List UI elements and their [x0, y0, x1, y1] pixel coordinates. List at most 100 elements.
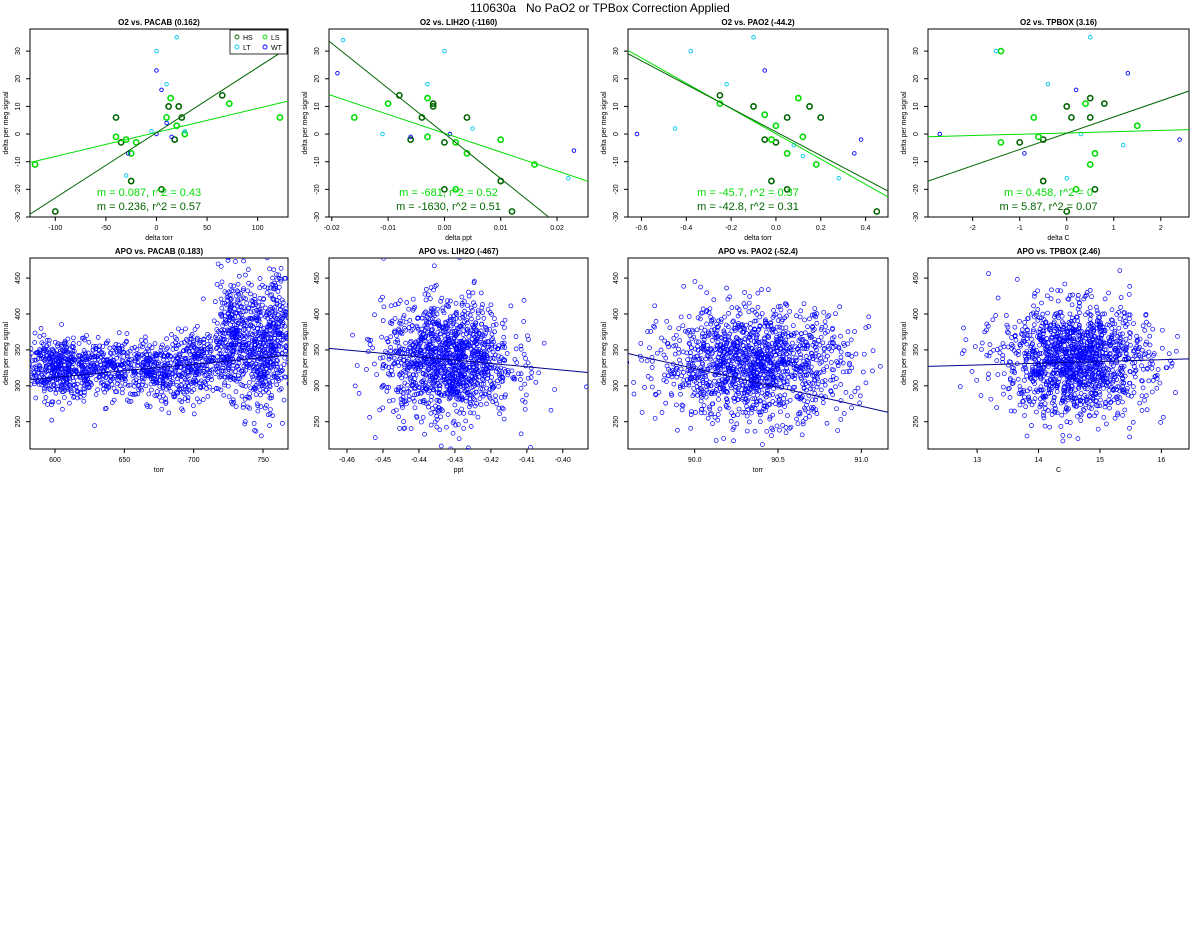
- data-point: [184, 338, 190, 344]
- data-point: [852, 389, 858, 394]
- y-tick-label: 250: [15, 416, 22, 428]
- data-point-LT: [174, 35, 179, 40]
- data-point: [433, 403, 438, 409]
- data-point: [465, 448, 470, 449]
- data-point: [226, 361, 232, 367]
- data-point: [222, 319, 228, 325]
- data-point: [82, 368, 87, 373]
- data-point: [438, 406, 444, 412]
- data-point: [454, 344, 460, 350]
- data-point-WT: [762, 68, 767, 73]
- data-point-WT: [1177, 137, 1182, 142]
- data-point: [286, 381, 288, 386]
- data-point: [210, 366, 216, 372]
- data-point: [451, 391, 457, 396]
- data-point-LT: [672, 126, 678, 131]
- data-point: [746, 300, 752, 306]
- data-point: [225, 328, 231, 334]
- data-point: [225, 258, 231, 263]
- data-point: [415, 368, 421, 374]
- data-point-WT: [335, 70, 340, 76]
- data-point: [32, 357, 38, 363]
- data-point: [257, 276, 263, 281]
- data-point: [806, 393, 812, 398]
- data-point: [441, 374, 446, 380]
- data-point: [377, 407, 383, 413]
- data-point: [48, 374, 53, 379]
- data-point-HS: [1091, 185, 1099, 193]
- data-point: [242, 356, 247, 361]
- data-point-LT: [470, 126, 475, 131]
- data-point: [784, 381, 790, 387]
- data-point: [217, 374, 222, 380]
- data-point: [235, 281, 241, 287]
- data-point: [798, 375, 804, 380]
- data-point: [251, 308, 257, 314]
- data-point: [204, 350, 210, 356]
- data-point: [117, 353, 123, 359]
- data-point: [418, 334, 424, 340]
- data-point: [380, 318, 386, 323]
- data-point: [464, 343, 470, 349]
- data-point: [446, 367, 452, 372]
- data-point: [230, 316, 236, 321]
- data-point: [739, 322, 744, 328]
- data-point: [69, 350, 74, 356]
- data-point: [523, 392, 529, 398]
- data-point-WT: [937, 131, 943, 137]
- x-tick-label: 0.2: [816, 225, 826, 232]
- data-point: [406, 394, 412, 400]
- data-point: [708, 345, 714, 351]
- data-point-LS: [812, 161, 820, 168]
- data-point: [491, 356, 497, 362]
- data-point: [423, 297, 429, 303]
- data-point: [226, 394, 232, 400]
- data-point: [125, 383, 131, 388]
- data-point: [693, 410, 698, 415]
- data-point: [200, 397, 206, 402]
- data-point: [183, 377, 189, 383]
- data-point: [775, 339, 780, 345]
- data-point: [66, 360, 72, 365]
- data-point: [179, 340, 184, 346]
- data-point: [60, 406, 65, 412]
- data-point: [401, 419, 406, 424]
- data-point: [408, 374, 413, 380]
- data-point: [438, 345, 444, 351]
- data-point: [186, 387, 192, 393]
- data-point: [845, 329, 851, 335]
- data-point: [422, 431, 427, 437]
- data-point: [459, 341, 465, 347]
- data-point: [160, 368, 165, 373]
- data-point: [61, 395, 67, 400]
- y-tick-label: 450: [15, 272, 22, 284]
- data-point: [400, 315, 406, 321]
- data-point: [269, 331, 275, 337]
- data-point: [227, 317, 232, 322]
- data-point: [687, 368, 693, 374]
- data-point: [55, 341, 61, 347]
- data-point: [501, 334, 507, 340]
- data-point: [146, 391, 152, 397]
- data-point: [397, 318, 403, 324]
- data-point: [457, 365, 463, 371]
- data-point: [863, 380, 869, 386]
- data-point: [844, 369, 850, 375]
- data-point: [108, 377, 114, 383]
- data-point: [728, 385, 734, 391]
- data-point: [501, 416, 507, 422]
- data-point: [212, 299, 218, 305]
- data-point: [649, 365, 655, 370]
- data-point: [226, 354, 232, 360]
- data-point: [500, 406, 506, 412]
- data-point: [828, 360, 834, 365]
- data-point: [724, 397, 730, 402]
- data-point: [106, 370, 112, 376]
- data-point: [38, 326, 44, 331]
- data-point: [762, 319, 768, 324]
- data-point: [445, 298, 450, 304]
- data-point: [53, 390, 59, 396]
- data-point: [817, 342, 823, 348]
- data-point: [397, 298, 403, 303]
- data-point: [701, 337, 707, 342]
